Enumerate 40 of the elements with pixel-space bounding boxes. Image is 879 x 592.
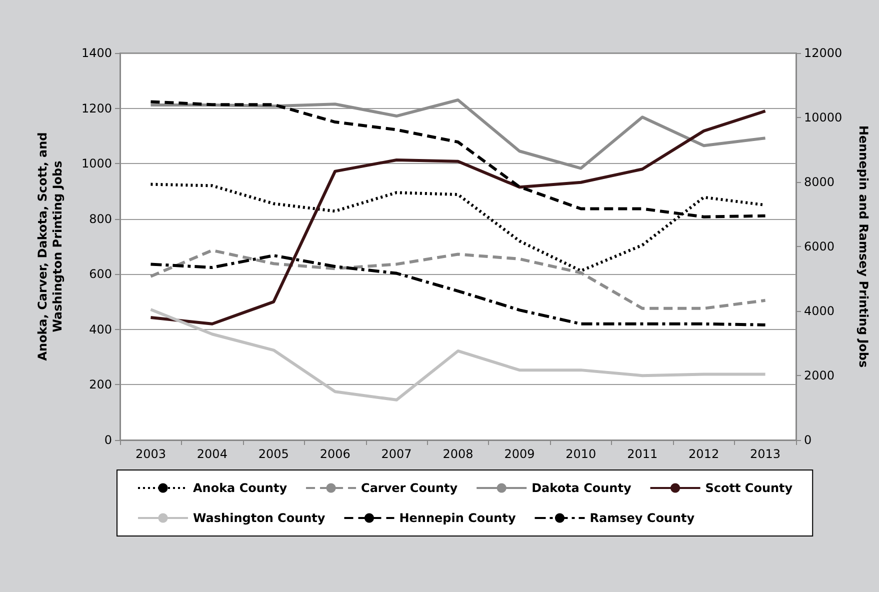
legend-label: Dakota County: [532, 481, 632, 495]
y2-tick-label: 6000: [804, 240, 835, 254]
y2-tick-label: 2000: [804, 368, 835, 382]
x-tick-label: 2005: [258, 447, 289, 461]
x-tick-label: 2006: [320, 447, 350, 461]
y2-axis-title: Hennepin and Ramsey Printing Jobs: [856, 125, 870, 368]
legend-label: Ramsey County: [590, 511, 695, 525]
x-tick-label: 2007: [381, 447, 412, 461]
legend-label: Carver County: [361, 481, 458, 495]
x-tick-label: 2010: [566, 447, 596, 461]
legend-label: Hennepin County: [399, 511, 516, 525]
x-tick-label: 2009: [504, 447, 535, 461]
legend-label: Scott County: [705, 481, 793, 495]
y-tick-label: 200: [89, 378, 112, 392]
y-tick-label: 1400: [81, 46, 112, 60]
y2-tick-label: 12000: [804, 46, 842, 60]
x-tick-label: 2011: [627, 447, 658, 461]
x-tick-label: 2003: [135, 447, 166, 461]
y-tick-label: 1200: [81, 101, 112, 116]
y2-tick-label: 0: [804, 433, 812, 447]
y-tick-label: 800: [89, 212, 112, 226]
y-axis-title: Anoka, Carver, Dakota, Scott, and Washington Printing Jobs: [36, 132, 64, 361]
line-series: [149, 110, 767, 326]
y-tick-label: 600: [89, 267, 112, 282]
x-tick-label: 2013: [750, 447, 781, 461]
y2-tick-label: 10000: [804, 110, 842, 124]
y-tick-label: 400: [89, 322, 112, 336]
y2-tick-label: 8000: [804, 175, 835, 189]
line-series: [149, 308, 767, 402]
line-series: [149, 98, 767, 170]
legend-label: Anoka County: [193, 481, 288, 495]
y-tick-label: 0: [104, 433, 112, 447]
x-tick-label: 2004: [196, 447, 228, 461]
line-series: [149, 254, 767, 326]
y-tick-label: 1000: [81, 156, 112, 171]
line-series: [149, 248, 767, 310]
y2-tick-label: 4000: [804, 304, 835, 318]
legend-label: Washington County: [193, 511, 326, 525]
x-tick-label: 2008: [442, 447, 474, 461]
x-tick-label: 2012: [688, 447, 720, 461]
